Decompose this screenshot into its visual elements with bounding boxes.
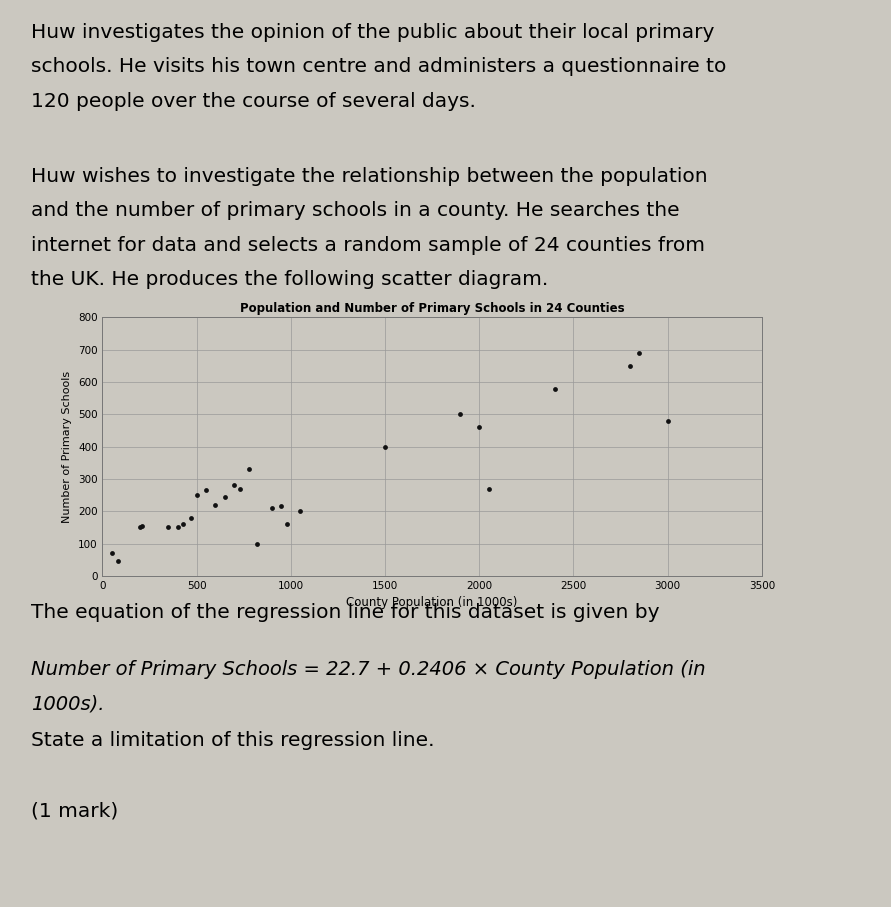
Point	[472, 420, 486, 434]
Point	[110, 554, 125, 569]
Point	[105, 546, 119, 561]
Text: Huw investigates the opinion of the public about their local primary: Huw investigates the opinion of the publ…	[31, 23, 715, 42]
Point	[199, 483, 213, 498]
Text: Huw wishes to investigate the relationship between the population: Huw wishes to investigate the relationsh…	[31, 167, 707, 186]
Point	[481, 482, 495, 496]
Point	[233, 482, 247, 496]
Point	[265, 501, 279, 515]
Point	[660, 414, 674, 428]
Title: Population and Number of Primary Schools in 24 Counties: Population and Number of Primary Schools…	[240, 302, 625, 315]
Point	[249, 536, 264, 551]
Text: and the number of primary schools in a county. He searches the: and the number of primary schools in a c…	[31, 201, 680, 220]
Text: (1 mark): (1 mark)	[31, 802, 119, 821]
Text: the UK. He produces the following scatter diagram.: the UK. He produces the following scatte…	[31, 270, 549, 289]
Point	[171, 521, 185, 535]
Point	[190, 488, 204, 502]
Text: 1000s).: 1000s).	[31, 695, 104, 714]
Point	[133, 521, 147, 535]
Point	[135, 519, 149, 533]
Point	[454, 407, 468, 422]
Point	[280, 517, 294, 532]
Point	[242, 462, 257, 476]
Point	[176, 517, 191, 532]
Text: State a limitation of this regression line.: State a limitation of this regression li…	[31, 731, 435, 750]
Point	[633, 346, 647, 360]
Point	[547, 381, 561, 395]
Y-axis label: Number of Primary Schools: Number of Primary Schools	[62, 371, 72, 522]
Point	[378, 439, 392, 454]
Point	[623, 358, 637, 373]
Point	[227, 478, 241, 493]
Point	[217, 490, 232, 504]
Point	[293, 504, 307, 519]
Text: 120 people over the course of several days.: 120 people over the course of several da…	[31, 92, 476, 111]
Point	[184, 511, 198, 525]
Text: internet for data and selects a random sample of 24 counties from: internet for data and selects a random s…	[31, 236, 705, 255]
X-axis label: County Population (in 1000s): County Population (in 1000s)	[347, 597, 518, 610]
Text: schools. He visits his town centre and administers a questionnaire to: schools. He visits his town centre and a…	[31, 57, 726, 76]
Point	[161, 521, 176, 535]
Text: The equation of the regression line for this dataset is given by: The equation of the regression line for …	[31, 603, 659, 622]
Text: Number of Primary Schools = 22.7 + 0.2406 × County Population (in: Number of Primary Schools = 22.7 + 0.240…	[31, 660, 706, 679]
Point	[274, 499, 289, 513]
Point	[208, 498, 223, 512]
